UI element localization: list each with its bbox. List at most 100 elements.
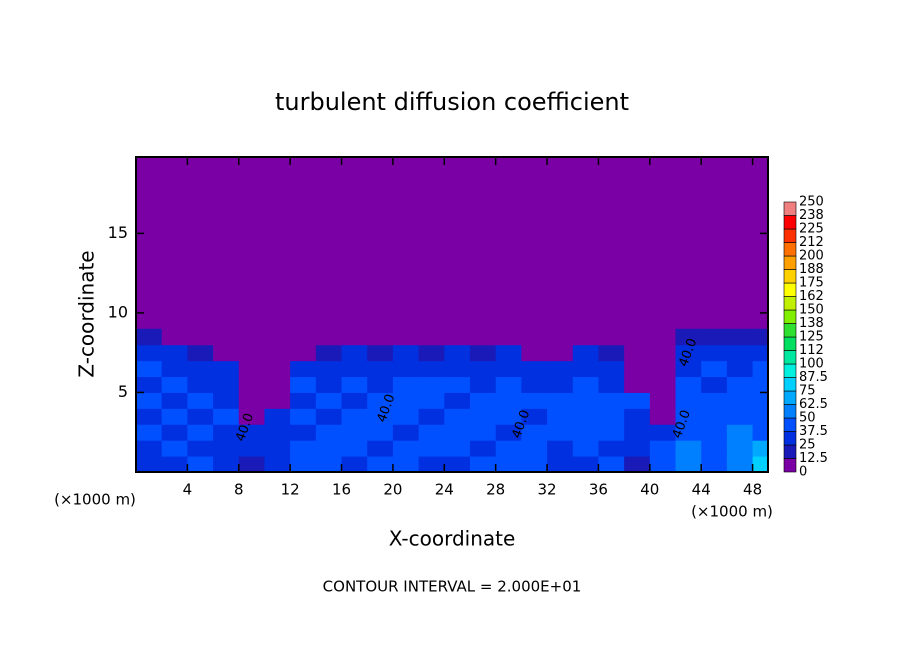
heat-cell [469,408,497,425]
heat-cell [136,328,163,346]
heat-cell [624,392,651,409]
heat-cell [624,408,651,425]
x-unit-label: (×1000 m) [691,503,773,521]
heat-cell [392,456,420,472]
heat-cell [187,360,214,378]
x-tick-label: 4 [183,481,193,499]
heat-cell [572,328,599,346]
heat-cell [649,440,677,457]
heat-cell [418,440,445,457]
heat-cell [726,392,754,409]
heat-cell [752,360,768,378]
colorbar-swatch [783,296,797,311]
colorbar-label: 138 [799,316,824,331]
heat-cell [264,360,291,378]
heat-cell [264,392,291,409]
heat-cell [752,392,768,409]
heat-cell [213,328,240,346]
heat-cell [341,408,368,425]
heat-cell [521,360,548,378]
colorbar-swatch [783,431,797,446]
heat-cell [290,360,317,378]
colorbar-label: 62.5 [799,397,828,412]
heat-cell [290,424,317,441]
heat-cell [469,360,497,378]
heat-cell [521,392,548,409]
heat-cell [444,392,471,409]
heat-cell [367,424,394,441]
heat-cell [341,424,368,441]
heat-cell [341,392,368,409]
heat-cell [238,440,265,457]
heat-cell [675,376,702,393]
heat-cell [572,344,599,362]
heat-cell [187,456,214,472]
heat-cell [547,408,574,425]
heat-cell [367,328,394,346]
heat-cell [315,328,343,346]
heat-cell [444,328,471,346]
heat-cell [213,408,240,425]
colorbar-swatch [783,255,797,270]
heat-cell [598,376,625,393]
heat-cell [392,328,420,346]
chart-title: turbulent diffusion coefficient [275,88,629,116]
colorbar-label: 37.5 [799,424,828,439]
heat-cell [572,456,599,472]
heat-cell [495,328,522,346]
heat-cell [290,392,317,409]
heat-cell [213,424,240,441]
heat-cell [187,408,214,425]
heat-cell [495,376,522,393]
heat-cell [547,328,574,346]
heat-cell [726,456,754,472]
heat-cell [469,440,497,457]
colorbar-swatch [783,444,797,459]
heat-cell [367,360,394,378]
heat-cell [752,376,768,393]
heat-cell [213,344,240,362]
colorbar-swatch [783,417,797,432]
colorbar-label: 75 [799,384,816,399]
heat-cell [341,456,368,472]
heat-cell [136,456,163,472]
colorbar-label: 225 [799,222,824,237]
colorbar-swatch [783,215,797,230]
heat-cell [726,424,754,441]
heat-cell [624,360,651,378]
colorbar-swatch [783,377,797,392]
colorbar-swatch [783,390,797,405]
heat-cell [238,344,265,362]
heat-cell [444,408,471,425]
heat-cell [572,360,599,378]
heat-cell [701,440,728,457]
heat-cell [367,408,394,425]
y-tick-label: 10 [108,302,128,321]
heat-cell [752,344,768,362]
heat-cell [521,328,548,346]
colorbar-label: 250 [799,195,824,210]
heat-cell [598,392,625,409]
heat-cell [701,408,728,425]
heat-cell [752,424,768,441]
heat-cell [213,360,240,378]
heat-cell [161,456,188,472]
heat-cell [264,408,291,425]
heat-cell [341,344,368,362]
heat-cell [392,392,420,409]
heat-cell [624,424,651,441]
heat-cell [136,392,163,409]
heat-cell [187,440,214,457]
heat-cell [264,344,291,362]
heat-cell [290,344,317,362]
heat-cell [161,424,188,441]
heat-cell [649,376,677,393]
heat-cell [624,376,651,393]
heat-cell [264,440,291,457]
heat-cell [161,376,188,393]
x-tick-label: 24 [435,481,454,499]
heat-cell [547,360,574,378]
heat-cell [315,392,343,409]
heat-cell [238,392,265,409]
